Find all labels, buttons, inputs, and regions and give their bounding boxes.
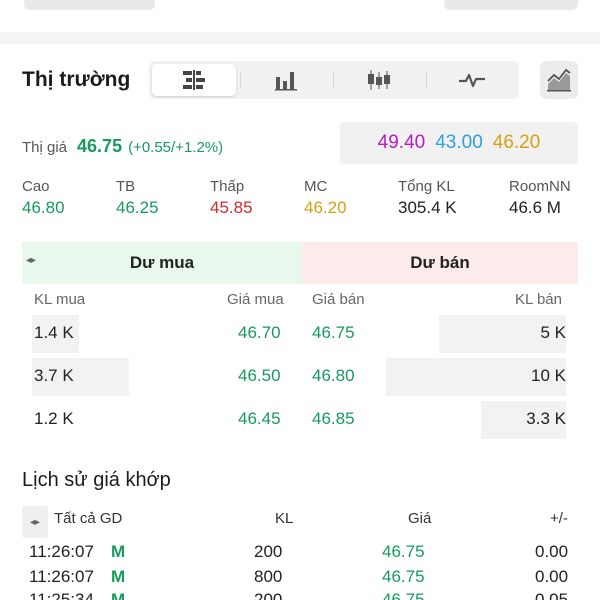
tab-volume[interactable] bbox=[244, 64, 328, 96]
buy-volume-bar bbox=[32, 315, 79, 353]
top-left-button[interactable] bbox=[24, 0, 155, 10]
trade-time: 11:26:07 bbox=[29, 542, 94, 561]
buy-volume-bar bbox=[32, 358, 129, 396]
col-buy-volume: KL mua bbox=[34, 291, 86, 308]
stat-value: 305.4 K bbox=[398, 198, 457, 217]
sell-volume-bar bbox=[386, 358, 566, 396]
buy-volume: 3.7 K bbox=[34, 366, 74, 385]
stat-high: Cao 46.80 bbox=[22, 178, 65, 218]
trade-price: 46.75 bbox=[382, 590, 425, 600]
trade-price: 46.75 bbox=[382, 542, 425, 561]
stat-value: 46.6 M bbox=[509, 198, 561, 217]
bar-chart-icon bbox=[275, 72, 297, 91]
trade-volume: 200 bbox=[254, 590, 283, 600]
col-sell-price: Giá bán bbox=[312, 291, 365, 308]
trade-change: 0.00 bbox=[535, 542, 569, 561]
orderbook-sell-header: Dư bán bbox=[302, 242, 578, 284]
line-chart-icon bbox=[459, 73, 485, 88]
price-label: Thị giá bbox=[22, 139, 68, 156]
tab-divider bbox=[240, 71, 241, 89]
buy-price: 46.50 bbox=[238, 366, 281, 385]
tab-orderbook[interactable] bbox=[152, 64, 236, 96]
sell-volume-bar bbox=[439, 315, 566, 353]
tab-divider bbox=[333, 71, 334, 89]
sell-volume: 3.3 K bbox=[526, 409, 566, 428]
reference-price: 46.20 bbox=[492, 132, 541, 153]
price-limits: 49.40 43.00 46.20 bbox=[340, 122, 578, 164]
stat-average: TB 46.25 bbox=[116, 178, 159, 218]
stat-foreign-room: RoomNN 46.6 M bbox=[509, 178, 571, 218]
stat-label: Cao bbox=[22, 178, 50, 195]
stat-label: Tổng KL bbox=[398, 178, 455, 195]
sell-price: 46.75 bbox=[312, 323, 355, 342]
top-right-button[interactable] bbox=[444, 0, 578, 10]
history-title: Lịch sử giá khớp bbox=[22, 469, 171, 491]
price-change: (+0.55/+1.2%) bbox=[128, 139, 224, 156]
stat-label: TB bbox=[116, 178, 136, 195]
buy-price: 46.70 bbox=[238, 323, 281, 342]
buy-price: 46.45 bbox=[238, 409, 281, 428]
stat-total-volume: Tổng KL 305.4 K bbox=[398, 178, 457, 218]
trade-price: 46.75 bbox=[382, 567, 425, 586]
buy-volume: 1.2 K bbox=[34, 409, 74, 428]
section-title: Thị trường bbox=[22, 68, 131, 91]
stat-value: 46.80 bbox=[22, 198, 65, 217]
stat-value: 46.20 bbox=[304, 198, 347, 217]
view-tabs bbox=[149, 61, 519, 99]
col-buy-price: Giá mua bbox=[227, 291, 284, 308]
orderbook-row[interactable]: 1.2 K 46.45 46.85 3.3 K bbox=[22, 401, 578, 439]
sell-volume-bar bbox=[481, 401, 566, 439]
trade-time: 11:26:07 bbox=[29, 567, 94, 586]
stat-value: 45.85 bbox=[210, 198, 253, 217]
trade-side: M bbox=[111, 567, 126, 586]
stat-label: Thấp bbox=[210, 178, 245, 195]
tab-divider bbox=[426, 71, 427, 89]
col-sell-volume: KL bán bbox=[515, 291, 562, 308]
expand-arrows-icon[interactable]: ◂▸ bbox=[22, 506, 48, 538]
trade-volume: 200 bbox=[254, 542, 283, 561]
price-value: 46.75 bbox=[77, 136, 123, 156]
current-price: Thị giá 46.75 (+0.55/+1.2%) bbox=[22, 136, 223, 157]
orderbook-icon bbox=[183, 70, 205, 90]
col-price: Giá bbox=[408, 510, 432, 527]
sell-price: 46.80 bbox=[312, 366, 355, 385]
trade-change: 0.05 bbox=[535, 590, 569, 600]
candlestick-icon bbox=[368, 70, 390, 90]
trade-volume: 800 bbox=[254, 567, 283, 586]
trade-change: 0.00 bbox=[535, 567, 569, 586]
sell-volume: 10 K bbox=[531, 366, 566, 385]
history-filter-all[interactable]: Tất cả GD bbox=[54, 510, 123, 527]
expand-arrows-icon[interactable]: ◂▸ bbox=[26, 255, 37, 266]
orderbook-row[interactable]: 3.7 K 46.50 46.80 10 K bbox=[22, 358, 578, 396]
ceiling-price: 49.40 bbox=[377, 132, 426, 153]
stat-open: MC 46.20 bbox=[304, 178, 347, 218]
orderbook-buy-header: Dư mua bbox=[22, 242, 302, 284]
stat-label: MC bbox=[304, 178, 328, 195]
floor-price: 43.00 bbox=[435, 132, 483, 153]
buy-volume: 1.4 K bbox=[34, 323, 74, 342]
col-change: +/- bbox=[550, 510, 568, 527]
trade-side: M bbox=[111, 590, 126, 600]
stat-low: Thấp 45.85 bbox=[210, 178, 253, 218]
orderbook-row[interactable]: 1.4 K 46.70 46.75 5 K bbox=[22, 315, 578, 353]
sell-price: 46.85 bbox=[312, 409, 355, 428]
trade-time: 11:25:34 bbox=[29, 590, 94, 600]
tab-line[interactable] bbox=[430, 64, 514, 96]
section-divider bbox=[0, 32, 600, 44]
area-chart-icon bbox=[547, 68, 571, 92]
chart-button[interactable] bbox=[540, 61, 578, 99]
stat-value: 46.25 bbox=[116, 198, 159, 217]
col-volume: KL bbox=[275, 510, 294, 527]
stat-label: RoomNN bbox=[509, 178, 571, 195]
sell-volume: 5 K bbox=[540, 323, 566, 342]
trade-side: M bbox=[111, 542, 126, 561]
tab-candlestick[interactable] bbox=[337, 64, 421, 96]
